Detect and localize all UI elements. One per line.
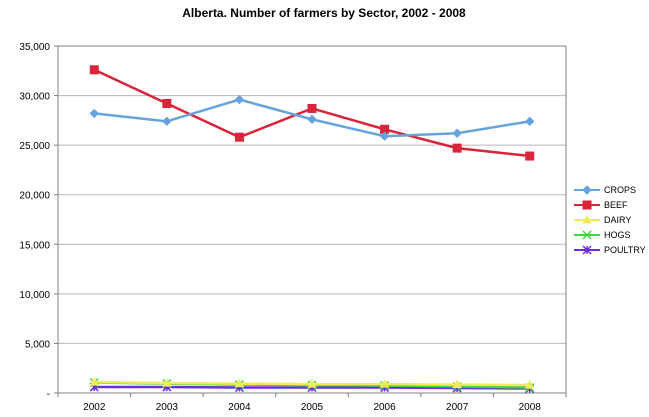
x-tick-label: 2006 xyxy=(373,402,396,413)
data-point-crops xyxy=(452,128,462,138)
chart-title: Alberta. Number of farmers by Sector, 20… xyxy=(182,6,466,20)
data-point-crops xyxy=(89,108,99,119)
y-tick-label: 25,000 xyxy=(19,141,50,152)
data-point-dairy xyxy=(379,379,390,388)
plot-area xyxy=(57,45,567,394)
data-point-crops xyxy=(307,114,317,125)
x-tick-label: 2002 xyxy=(83,402,106,413)
y-tick-label: 30,000 xyxy=(19,92,50,103)
legend-marker-beef xyxy=(582,200,592,210)
gridlines xyxy=(58,95,566,344)
legend-item-dairy: DAIRY xyxy=(574,214,631,225)
data-point-beef xyxy=(89,65,99,75)
legend-label: POULTRY xyxy=(604,245,646,255)
legend-item-beef: BEEF xyxy=(574,200,628,210)
legend-marker-hogs xyxy=(582,230,592,240)
data-point-crops xyxy=(162,116,172,127)
data-point-dairy xyxy=(234,378,245,388)
x-tick-label: 2007 xyxy=(446,402,469,413)
data-point-beef xyxy=(307,103,317,113)
y-tick-label: 10,000 xyxy=(19,290,50,301)
legend: CROPS BEEF DAIRY HOGS POULTRY xyxy=(574,185,646,255)
data-point-dairy xyxy=(452,379,463,389)
data-point-dairy xyxy=(524,380,535,389)
data-point-beef xyxy=(525,151,535,161)
x-tick-label: 2003 xyxy=(156,402,179,413)
data-point-crops xyxy=(234,94,245,105)
x-tick-label: 2008 xyxy=(519,402,542,413)
y-tick-label: 15,000 xyxy=(19,240,50,251)
data-point-beef xyxy=(234,132,244,142)
data-point-crops xyxy=(525,116,535,127)
y-axis: - 5,000 10,000 15,000 20,000 25,000 30,000 35,0… xyxy=(19,42,58,400)
legend-marker-poultry xyxy=(582,245,592,255)
x-tick-label: 2004 xyxy=(228,402,251,413)
legend-label: HOGS xyxy=(604,230,631,240)
data-point-dairy xyxy=(89,377,100,386)
legend-label: DAIRY xyxy=(604,215,631,225)
series-beef xyxy=(89,65,535,161)
legend-item-hogs: HOGS xyxy=(574,230,631,240)
x-tick-label: 2005 xyxy=(301,402,324,413)
series-crops xyxy=(89,94,535,141)
y-tick-label: 5,000 xyxy=(25,339,50,350)
series-group xyxy=(89,65,535,394)
data-point-beef xyxy=(162,99,172,109)
y-tick-label: 35,000 xyxy=(19,42,50,53)
data-point-dairy xyxy=(307,379,317,388)
data-point-beef xyxy=(452,143,462,153)
y-tick-label: 20,000 xyxy=(19,191,50,202)
y-tick-label: - xyxy=(47,389,50,400)
data-point-crops xyxy=(379,131,390,141)
legend-item-poultry: POULTRY xyxy=(574,245,646,255)
legend-marker-crops xyxy=(582,185,592,195)
legend-label: CROPS xyxy=(604,185,636,195)
legend-item-crops: CROPS xyxy=(574,185,636,195)
legend-label: BEEF xyxy=(604,200,628,210)
data-point-dairy xyxy=(161,378,172,387)
series-dairy xyxy=(89,377,535,389)
legend-marker-dairy xyxy=(582,214,592,224)
x-axis: 2002 2003 2004 2005 2006 2007 2008 xyxy=(57,393,567,413)
